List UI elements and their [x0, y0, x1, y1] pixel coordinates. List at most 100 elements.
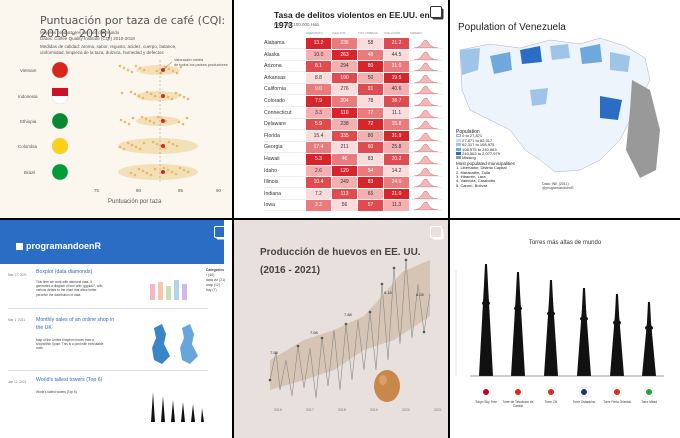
- state-name: Hawaii: [264, 156, 280, 162]
- gallery-icon: [430, 226, 442, 238]
- data-point: [155, 69, 159, 73]
- data-point: [152, 121, 156, 125]
- crime-cell: 2.6: [306, 165, 331, 177]
- crime-cell: 294: [332, 61, 357, 72]
- post-thumbnail-uk-maps[interactable]: [146, 320, 202, 368]
- coffee-chart-tile[interactable]: Puntuación por taza de café (CQI: 2010 -…: [0, 0, 232, 218]
- data-point: [166, 168, 170, 172]
- flag-icon: [515, 389, 521, 395]
- egg-xtick: 2021: [434, 408, 442, 412]
- coffee-annotation: Valoración media de todos los países pro…: [174, 58, 228, 67]
- crime-table-row: Arizona 8.1 294 80 31.0: [264, 61, 442, 73]
- crime-cell: 15.8: [384, 119, 409, 130]
- venezuela-source: Data: INE (2011) @programandoenR: [542, 182, 574, 191]
- egg-production-tile[interactable]: Producción de huevos en EE. UU. (2016 - 2…: [234, 220, 448, 438]
- crime-cell: 31.9: [384, 130, 409, 142]
- crime-cell: 80: [358, 130, 383, 142]
- crime-cell: 21.2: [384, 38, 409, 49]
- category-link[interactable]: map (12): [206, 283, 221, 287]
- data-point: [171, 69, 175, 73]
- data-point: [175, 71, 179, 75]
- crime-cell: 13.2: [306, 38, 331, 49]
- blog-logo-icon: [16, 243, 23, 250]
- data-point: [118, 64, 122, 68]
- blog-site-name[interactable]: programandoenR: [16, 241, 101, 251]
- crime-cell: 7.9: [306, 96, 331, 107]
- crime-cell: 91: [358, 84, 383, 95]
- crime-table-row: Idaho 2.6 120 54 14.2: [264, 165, 442, 177]
- post-title-link[interactable]: World's tallest towers (Top 6): [36, 377, 103, 383]
- crime-table-row: Indiana 7.2 113 65 21.0: [264, 188, 442, 200]
- data-point: [134, 145, 138, 149]
- mean-marker: [161, 119, 165, 123]
- categories-sidebar: Categories r (40) data viz (21) map (12)…: [206, 268, 226, 292]
- coffee-plot: [51, 60, 198, 182]
- egg-xtick: 2019: [370, 408, 378, 412]
- flag-icon: [646, 389, 652, 395]
- data-point: [127, 122, 131, 126]
- egg-data-point: [392, 266, 396, 270]
- towers-tile[interactable]: Torres más altas de mundo Tokyo Sky Tree…: [450, 220, 680, 438]
- data-point: [133, 173, 137, 177]
- density-sparkline: [414, 190, 438, 199]
- state-name: Delaware: [264, 121, 286, 128]
- data-point: [167, 67, 171, 71]
- crime-cell: 83: [358, 177, 383, 188]
- tower-pod: [613, 320, 621, 326]
- tower-silhouette: [642, 302, 656, 376]
- crime-cell: 50: [358, 72, 383, 84]
- crime-cell: 24.0: [384, 177, 409, 188]
- density-sparkline: [414, 39, 438, 48]
- egg-data-point: [368, 310, 372, 314]
- category-link[interactable]: data viz (21): [206, 278, 226, 282]
- crime-cell: 57: [358, 200, 383, 211]
- coffee-title: Puntuación por taza de café (CQI: 2010 -…: [40, 14, 226, 40]
- tower-silhouette: [479, 264, 493, 376]
- egg-point-label: 8.18: [384, 290, 392, 295]
- post-title-link[interactable]: Boxplot (data diamonds): [36, 269, 93, 275]
- tower-name: Torre de Televisión de Cantón: [502, 400, 534, 408]
- coffee-country-vietnam: Vietnam: [20, 68, 37, 73]
- tower-pod: [482, 300, 490, 306]
- coffee-note: Medidas de calidad: aroma, sabor, regust…: [40, 44, 177, 55]
- flag-icon: [51, 163, 69, 181]
- crime-table-row: Georgia 17.4 211 60 25.8: [264, 142, 442, 154]
- state-name: Colorado: [264, 98, 286, 104]
- density-sparkline: [414, 86, 438, 95]
- state-name: Illinois: [264, 179, 279, 186]
- egg-data-point: [380, 282, 384, 286]
- egg-data-point: [320, 336, 324, 340]
- crime-table-row: Colorado 7.9 204 78 38.7: [264, 96, 442, 107]
- tower-silhouette: [544, 280, 558, 376]
- coffee-country-brazil: Brazil: [24, 170, 36, 175]
- state-name: Georgia: [264, 144, 283, 151]
- egg-xtick: 2020: [402, 408, 410, 412]
- crime-table-tile[interactable]: Tasa de delitos violentos en EE.UU. en 1…: [234, 0, 448, 218]
- post-thumbnail-boxplot[interactable]: [148, 274, 198, 308]
- crime-subtitle: Por cada 100.000 Hab.: [274, 22, 321, 27]
- crime-table-row: Arkansas 8.8 190 50 19.5: [264, 72, 442, 84]
- data-point: [149, 173, 153, 177]
- data-point: [164, 119, 168, 123]
- blog-tile[interactable]: programandoenR Mar 17, 2021 Boxplot (dat…: [0, 220, 232, 438]
- data-point: [122, 147, 126, 151]
- data-point: [122, 66, 126, 70]
- crime-cell: 3.3: [306, 107, 331, 119]
- post-title-link[interactable]: Monthly sales of an online shop in the U…: [36, 317, 115, 331]
- crime-cell: 8.8: [306, 72, 331, 84]
- flag-icon: [614, 389, 620, 395]
- data-point: [177, 120, 181, 124]
- category-link[interactable]: r (40): [206, 273, 215, 277]
- state-name: California: [264, 86, 286, 93]
- crime-table-row: California 9.0 276 91 40.6: [264, 84, 442, 96]
- category-link[interactable]: tidy (7): [206, 288, 217, 292]
- tower-name: Tokyo Sky Tree: [475, 400, 497, 404]
- post-thumbnail-towers[interactable]: [146, 386, 206, 426]
- data-point: [148, 119, 152, 123]
- state-name: Alaska: [264, 51, 280, 58]
- crime-table-row: Alaska 10.0 263 48 44.5: [264, 49, 442, 61]
- data-point: [137, 167, 141, 171]
- venezuela-map-tile[interactable]: Population of Venezuela Population 0 to …: [450, 0, 680, 218]
- crime-cell: 25.8: [384, 142, 409, 153]
- data-point: [123, 120, 127, 124]
